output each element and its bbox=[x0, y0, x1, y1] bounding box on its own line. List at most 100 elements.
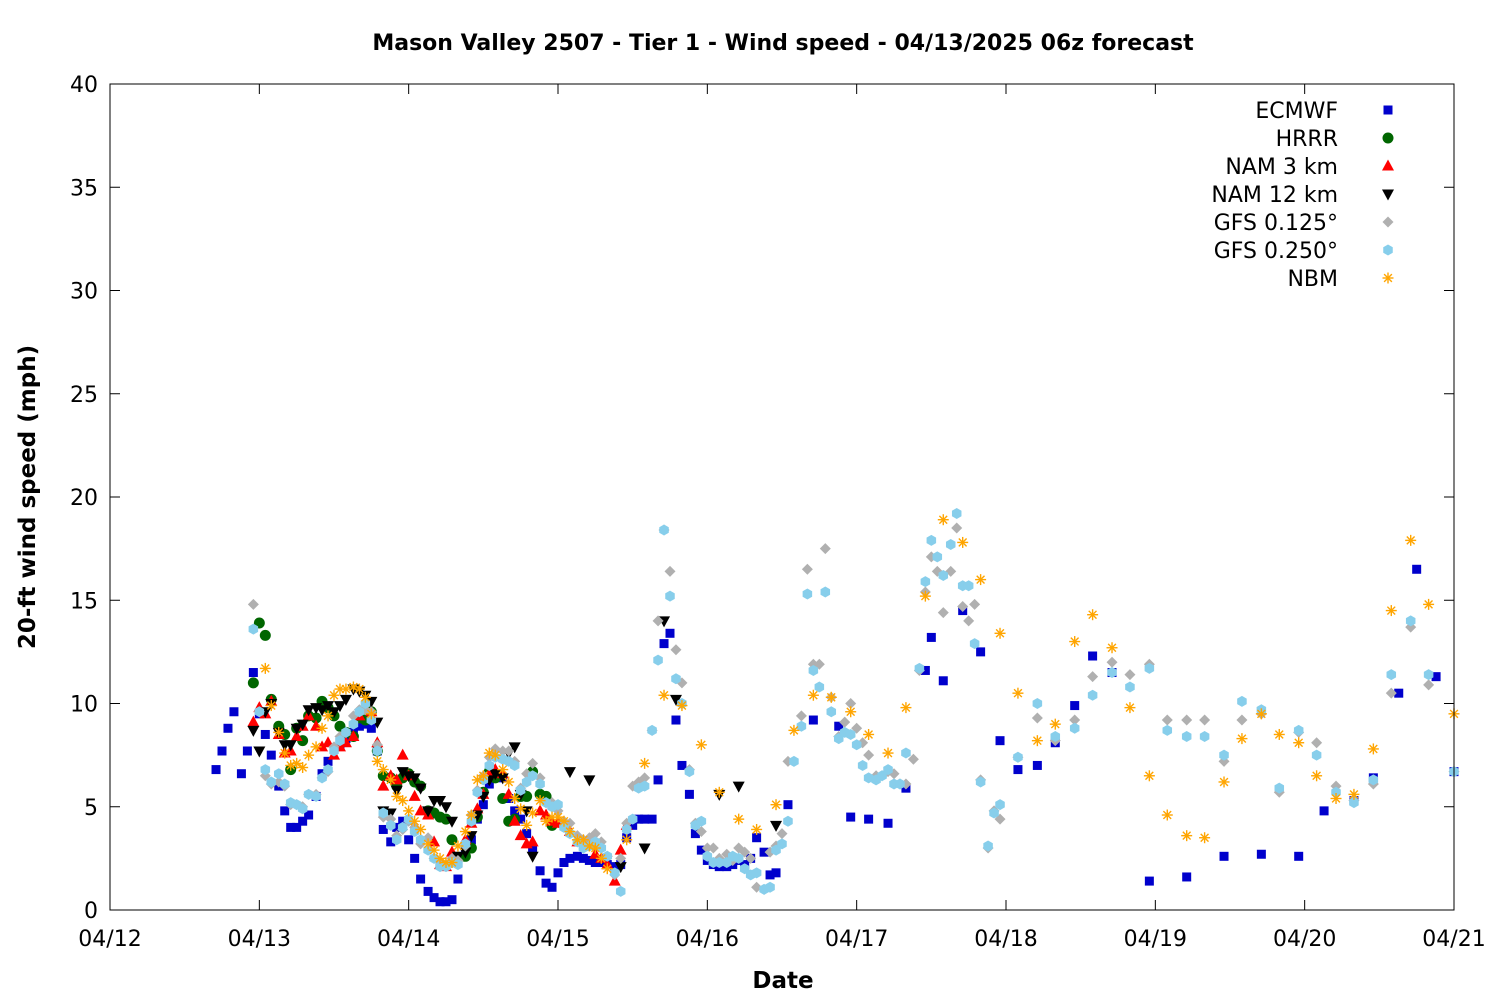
y-tick-label: 5 bbox=[84, 796, 98, 821]
data-point bbox=[292, 822, 302, 832]
data-point bbox=[1256, 849, 1266, 859]
x-axis-ticks: 04/12 04/13 04/14 04/15 04/16 04/17 04/18 04/19… bbox=[78, 84, 1486, 952]
data-point bbox=[589, 842, 601, 854]
data-point bbox=[248, 668, 258, 678]
data-point bbox=[1311, 770, 1323, 782]
data-point bbox=[1088, 651, 1098, 661]
data-point bbox=[310, 741, 322, 753]
data-point bbox=[527, 757, 539, 769]
data-point bbox=[851, 739, 862, 751]
data-point bbox=[696, 815, 707, 827]
data-point bbox=[937, 514, 949, 526]
data-point bbox=[563, 767, 576, 779]
data-point bbox=[422, 806, 435, 818]
data-point bbox=[1107, 667, 1117, 679]
data-point bbox=[1143, 770, 1155, 782]
data-point bbox=[1311, 749, 1322, 761]
data-point bbox=[590, 858, 600, 868]
data-point bbox=[260, 729, 270, 739]
data-point bbox=[770, 799, 782, 811]
data-point bbox=[333, 701, 346, 713]
data-point bbox=[839, 716, 851, 728]
data-point bbox=[302, 705, 315, 717]
data-point bbox=[459, 847, 472, 859]
series-nbm bbox=[259, 514, 1460, 875]
data-point bbox=[833, 733, 844, 745]
data-point bbox=[508, 814, 521, 826]
data-point bbox=[391, 834, 402, 846]
data-point bbox=[907, 753, 919, 765]
data-point bbox=[802, 588, 813, 600]
data-point bbox=[1032, 698, 1043, 709]
data-point bbox=[522, 829, 532, 839]
data-point bbox=[795, 710, 807, 722]
data-point bbox=[404, 835, 414, 845]
data-point bbox=[317, 772, 327, 784]
data-point bbox=[826, 706, 837, 718]
data-point bbox=[316, 740, 329, 752]
data-point bbox=[1368, 774, 1379, 786]
data-point bbox=[372, 745, 383, 757]
x-tick-label: 04/13 bbox=[228, 927, 291, 952]
data-point bbox=[845, 706, 857, 718]
legend-label: ECMWF bbox=[1255, 99, 1338, 124]
data-point bbox=[1087, 609, 1099, 621]
data-point bbox=[526, 851, 539, 863]
data-point bbox=[863, 749, 875, 761]
data-point bbox=[1162, 724, 1173, 736]
data-point bbox=[1412, 564, 1422, 574]
data-point bbox=[296, 719, 309, 731]
data-point bbox=[434, 852, 446, 864]
data-point bbox=[989, 807, 999, 819]
x-tick-label: 04/21 bbox=[1422, 927, 1485, 952]
data-point bbox=[684, 766, 695, 778]
legend-marker bbox=[1382, 159, 1394, 171]
data-point bbox=[777, 838, 787, 850]
data-point bbox=[510, 806, 520, 816]
data-point bbox=[435, 897, 445, 907]
data-point bbox=[408, 773, 421, 785]
data-point bbox=[765, 881, 775, 893]
data-point bbox=[1161, 714, 1173, 726]
data-point bbox=[559, 858, 569, 868]
data-point bbox=[553, 799, 563, 811]
data-point bbox=[628, 820, 638, 830]
data-point bbox=[1367, 743, 1379, 755]
y-tick-label: 0 bbox=[84, 899, 98, 924]
data-point bbox=[311, 790, 321, 802]
data-point bbox=[590, 836, 601, 848]
data-point bbox=[926, 632, 936, 642]
data-point bbox=[783, 815, 793, 827]
data-point bbox=[415, 823, 427, 835]
data-point bbox=[745, 852, 757, 864]
data-point bbox=[377, 779, 390, 791]
data-point bbox=[1255, 708, 1267, 720]
data-point bbox=[1106, 656, 1118, 668]
data-point bbox=[260, 764, 271, 776]
data-point bbox=[808, 664, 819, 676]
data-point bbox=[963, 615, 975, 627]
data-point bbox=[472, 786, 483, 798]
data-point bbox=[1236, 714, 1248, 726]
data-point bbox=[721, 857, 732, 868]
data-point bbox=[247, 715, 260, 727]
data-point bbox=[639, 772, 651, 784]
legend-marker bbox=[1382, 132, 1394, 144]
data-point bbox=[547, 882, 557, 892]
x-tick-label: 04/20 bbox=[1273, 927, 1336, 952]
data-point bbox=[951, 508, 962, 520]
data-point bbox=[1394, 688, 1404, 698]
legend: ECMWF HRRR NAM 3 km NAM 12 km GFS 0.125° GFS … bbox=[1211, 99, 1394, 292]
data-point bbox=[390, 773, 403, 785]
data-point bbox=[684, 789, 694, 799]
data-point bbox=[920, 576, 931, 588]
data-point bbox=[465, 809, 477, 821]
data-point bbox=[877, 770, 887, 782]
data-point bbox=[1181, 830, 1193, 842]
data-point bbox=[932, 551, 943, 563]
data-point bbox=[639, 757, 651, 769]
x-tick-label: 04/19 bbox=[1124, 927, 1187, 952]
data-point bbox=[371, 755, 383, 767]
data-point bbox=[584, 855, 594, 865]
data-point bbox=[1293, 724, 1304, 736]
